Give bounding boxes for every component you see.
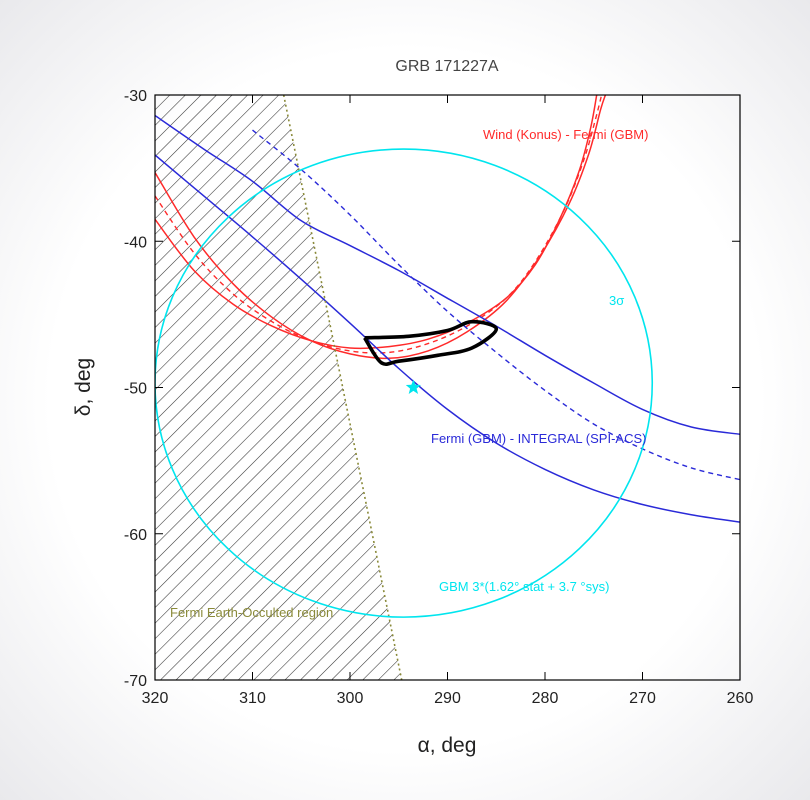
- x-axis-ticks: 320 310 300 290 280 270 260: [142, 95, 754, 707]
- x-tick-label: 260: [727, 690, 754, 707]
- series-gbm-spi-center: [252, 129, 740, 481]
- gbm-error-label: GBM 3*(1.62° stat + 3.7 °sys): [439, 579, 609, 594]
- x-axis-label: α, deg: [418, 734, 477, 757]
- three-sigma-label: 3σ: [609, 293, 624, 308]
- chart-title: GRB 171227A: [395, 58, 499, 75]
- y-tick-label: -50: [124, 381, 147, 398]
- y-tick-label: -40: [124, 234, 147, 251]
- x-tick-label: 280: [532, 690, 559, 707]
- x-tick-label: 270: [629, 690, 656, 707]
- series-gbm-spi-upper: [155, 114, 740, 436]
- x-tick-label: 310: [239, 690, 266, 707]
- plot-area: [155, 95, 740, 680]
- y-tick-label: -30: [124, 88, 147, 105]
- series-layer: [155, 95, 740, 680]
- occulted-region-label: Fermi Earth-Occulted region: [170, 605, 333, 620]
- gbm-error-circle: [155, 148, 653, 618]
- y-tick-label: -60: [124, 527, 147, 544]
- series-konus-outer: [155, 95, 607, 360]
- earth-occulted-region: [155, 95, 402, 680]
- x-tick-label: 320: [142, 690, 169, 707]
- gbm-spi-annulus-label: Fermi (GBM) - INTEGRAL (SPI-ACS): [431, 431, 646, 446]
- x-tick-label: 290: [434, 690, 461, 707]
- gbm-position-star: [405, 379, 421, 394]
- y-axis-label: δ, deg: [72, 358, 95, 416]
- series-gbm-spi-lower: [155, 154, 740, 523]
- x-tick-label: 300: [337, 690, 364, 707]
- series-konus-center: [155, 95, 603, 354]
- y-tick-label: -70: [124, 673, 147, 690]
- konus-gbm-annulus-label: Wind (Konus) - Fermi (GBM): [483, 127, 648, 142]
- y-axis-ticks: -70 -60 -50 -40 -30: [124, 88, 740, 690]
- series-localization-box: [363, 319, 499, 366]
